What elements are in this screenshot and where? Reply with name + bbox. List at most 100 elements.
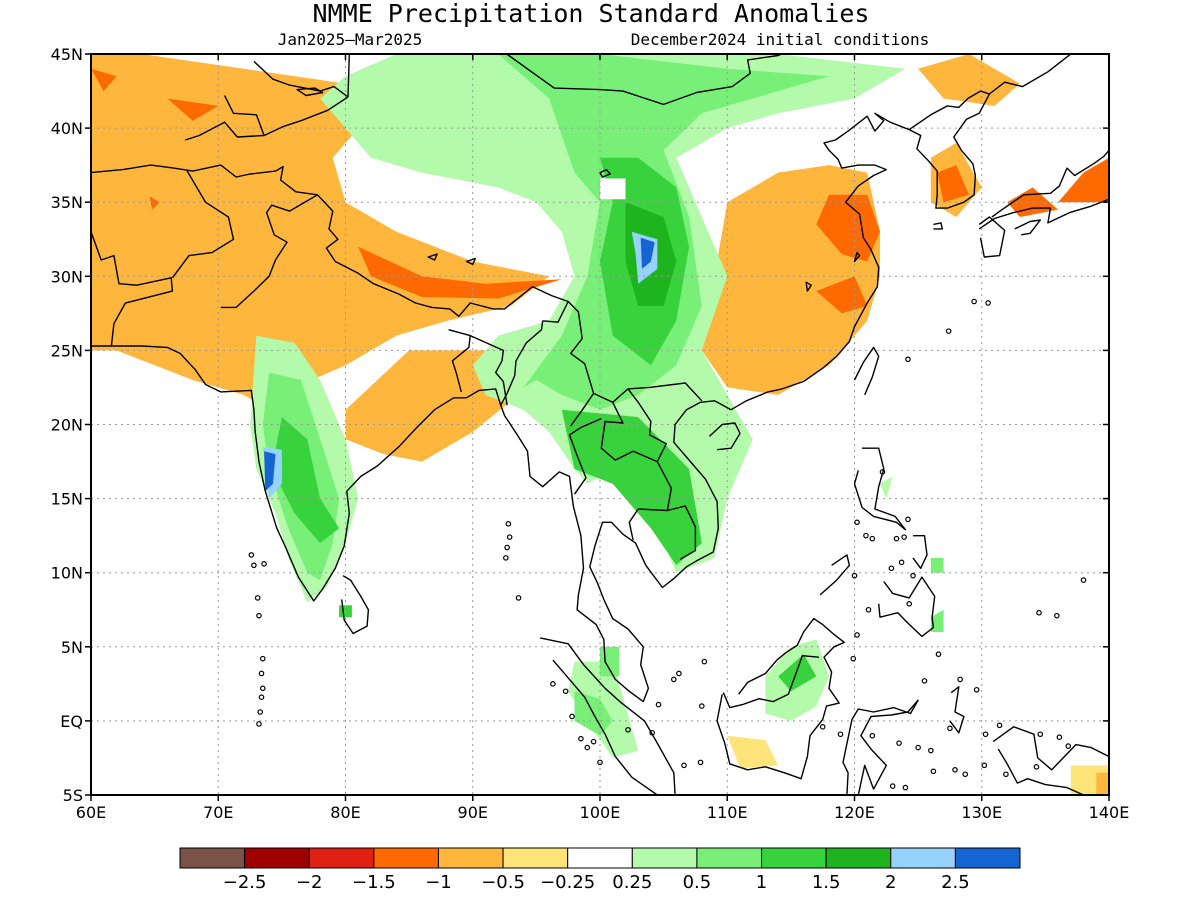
coastline	[469, 334, 508, 406]
island-outline	[505, 520, 512, 527]
coastline	[91, 54, 1072, 703]
coastline	[667, 505, 697, 561]
coastline	[978, 216, 1006, 258]
island-outline	[1033, 764, 1040, 770]
y-tick-label: 15N	[51, 490, 83, 509]
lake-outline	[853, 251, 861, 263]
island-outline	[898, 559, 905, 566]
island-outline	[947, 725, 953, 732]
coastline	[878, 576, 936, 638]
island-outline	[1080, 577, 1087, 583]
period-subtitle: Jan2025–Mar2025	[278, 30, 423, 49]
coastline	[819, 554, 851, 596]
anomaly-region	[816, 194, 880, 262]
colorbar-swatch	[890, 847, 956, 869]
island-outline	[851, 572, 858, 579]
lake-outline	[296, 87, 324, 97]
island-outline	[701, 658, 708, 665]
axis-ticks: 60E 70E 80E 90E 100E 110E 120E 130E 140E 45N 40N 35…	[51, 45, 1130, 822]
colorbar-swatch	[179, 847, 246, 869]
colorbar-label: −1	[425, 872, 452, 893]
y-tick-label: 30N	[51, 267, 83, 286]
coastline	[570, 393, 595, 427]
island-outline	[655, 701, 662, 708]
coastline	[912, 535, 928, 569]
island-outline	[261, 561, 267, 567]
island-outline	[901, 534, 907, 540]
anomaly-region	[918, 54, 1020, 106]
anomaly-region	[167, 98, 219, 121]
anomaly-region	[727, 735, 779, 769]
coastline	[933, 222, 943, 230]
coastline	[540, 637, 676, 795]
coastline	[842, 699, 919, 795]
anomaly-region	[1058, 157, 1109, 203]
island-outline	[681, 762, 687, 769]
island-outline	[569, 713, 575, 720]
coastline	[220, 194, 318, 309]
island-outline	[597, 759, 603, 766]
island-outline	[550, 681, 556, 687]
coastline	[722, 655, 819, 709]
island-outline	[962, 771, 969, 778]
x-tick-label: 110E	[707, 803, 748, 822]
coastlines-and-borders	[91, 54, 1109, 795]
y-tick-label: 20N	[51, 416, 83, 435]
coastline	[473, 54, 783, 106]
lake-outline	[599, 168, 611, 178]
island-outline	[905, 516, 911, 523]
coastline	[568, 417, 602, 495]
island-outline	[590, 738, 597, 745]
island-outline	[921, 678, 928, 684]
coastline	[853, 447, 907, 531]
colorbar: −2.5 −2 −1.5 −1 −0.5 −0.25 0.25 0.5 1 1.5 2 2.5	[179, 847, 1021, 893]
island-outline	[1003, 771, 1009, 778]
coastline	[500, 320, 544, 406]
anomaly-region	[930, 609, 944, 632]
y-tick-label: 5N	[61, 638, 83, 657]
island-outline	[258, 670, 265, 677]
y-tick-label: 35N	[51, 193, 83, 212]
island-outline	[915, 744, 921, 751]
island-outline	[893, 535, 900, 542]
island-outline	[506, 534, 513, 540]
coastline	[708, 422, 741, 451]
colorbar-label: 0.25	[612, 872, 652, 893]
colorbar-label: 1	[756, 872, 767, 893]
anomaly-region	[930, 557, 944, 573]
island-outline	[671, 676, 677, 683]
island-outline	[971, 298, 977, 305]
anomaly-region	[149, 196, 160, 210]
anomaly-region	[880, 476, 893, 499]
island-outline	[256, 612, 262, 619]
island-outline	[257, 709, 264, 715]
island-outline	[888, 565, 895, 572]
colorbar-label: −2	[296, 872, 323, 893]
island-outline	[863, 532, 869, 539]
colorbar-swatch	[502, 847, 569, 869]
anomaly-region	[264, 451, 276, 492]
island-outline	[259, 685, 266, 692]
y-tick-label: 10N	[51, 564, 83, 583]
island-outline	[952, 767, 958, 773]
colorbar-swatch	[631, 847, 698, 869]
island-outline	[625, 726, 631, 733]
island-outline	[865, 606, 872, 613]
island-outline	[578, 735, 584, 742]
y-tick-label: 5S	[63, 786, 83, 805]
y-tick-label: EQ	[60, 712, 83, 731]
colorbar-swatch	[567, 847, 633, 869]
colorbar-label: −2.5	[223, 872, 267, 893]
island-outline	[905, 356, 911, 363]
x-tick-label: 140E	[1089, 803, 1130, 822]
island-outline	[902, 784, 909, 791]
island-outline	[649, 729, 655, 736]
island-outline	[935, 651, 942, 658]
island-outline	[945, 328, 952, 334]
anomaly-shading	[91, 54, 1109, 795]
island-outline	[698, 703, 705, 709]
island-outline	[910, 572, 916, 579]
x-tick-label: 80E	[330, 803, 360, 822]
coastline	[978, 149, 1109, 230]
coastline	[171, 169, 235, 279]
